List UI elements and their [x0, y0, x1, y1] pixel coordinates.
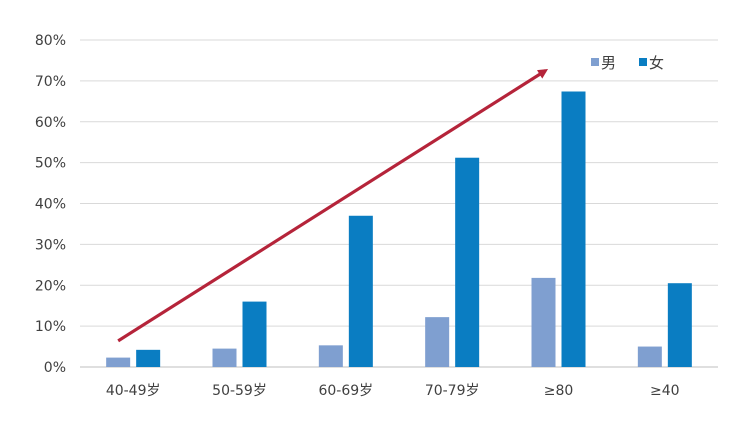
- bar-female-2: [348, 215, 373, 367]
- x-tick-label: 70-79岁: [425, 383, 480, 399]
- bar-male-2: [318, 345, 343, 367]
- y-tick-label: 80%: [35, 33, 66, 49]
- x-tick-label: 60-69岁: [318, 383, 373, 399]
- bar-male-1: [212, 348, 237, 367]
- y-tick-label: 60%: [35, 115, 66, 131]
- bar-female-3: [455, 157, 480, 367]
- x-tick-label: ≥80: [544, 383, 574, 399]
- y-tick-label: 30%: [35, 237, 66, 253]
- bar-male-5: [637, 346, 662, 367]
- bar-male-3: [425, 317, 450, 367]
- y-tick-label: 20%: [35, 278, 66, 294]
- legend-label-1: 女: [649, 54, 664, 72]
- legend-label-0: 男: [601, 54, 616, 72]
- grid: [80, 39, 718, 368]
- x-tick-label: ≥40: [650, 383, 680, 399]
- bar-male-4: [531, 277, 556, 367]
- x-tick-label: 50-59岁: [212, 383, 267, 399]
- legend-swatch-0: [591, 58, 599, 66]
- bar-male-0: [106, 357, 131, 367]
- x-axis-labels: 40-49岁 50-59岁 60-69岁 70-79岁 ≥80 ≥40: [106, 383, 680, 399]
- y-tick-label: 50%: [35, 156, 66, 172]
- bar-female-5: [667, 283, 692, 367]
- bars: [106, 91, 692, 367]
- y-tick-label: 70%: [35, 74, 66, 90]
- trend-arrow-icon: [117, 69, 549, 343]
- y-tick-label: 40%: [35, 197, 66, 213]
- bar-female-4: [561, 91, 586, 367]
- trend-arrow: [117, 69, 549, 343]
- bar-female-1: [242, 301, 267, 367]
- y-axis-ticks: 0% 10% 20% 30% 40% 50% 60% 70% 80%: [35, 33, 66, 376]
- legend-swatch-1: [639, 58, 647, 66]
- bar-female-0: [136, 349, 161, 367]
- y-tick-label: 10%: [35, 319, 66, 335]
- x-tick-label: 40-49岁: [106, 383, 161, 399]
- legend: 男女: [591, 54, 664, 72]
- y-tick-label: 0%: [44, 360, 66, 376]
